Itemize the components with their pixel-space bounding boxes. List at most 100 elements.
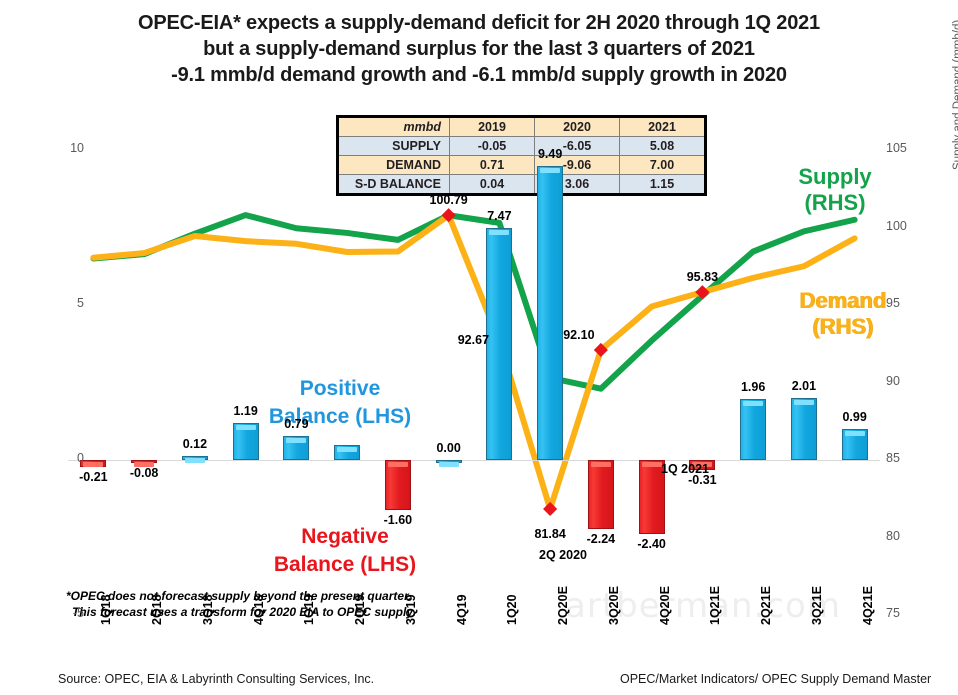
footnote-line-1: *OPEC does not forecast supply beyond th… <box>66 589 412 603</box>
source-note-right: OPEC/Market Indicators/ OPEC Supply Dema… <box>620 672 932 686</box>
table-corner-label: mmbd <box>337 116 450 137</box>
balance-2021: 1.15 <box>619 174 706 195</box>
bar-value-label-1q18: -0.21 <box>79 469 108 484</box>
y-axis-right-title: Supply and Demand (mmb/d) <box>952 19 958 170</box>
bar-value-label-1q21e: -0.31 <box>688 472 717 487</box>
balance-bar-4q18[interactable] <box>232 423 259 460</box>
balance-bar-3q21e[interactable] <box>790 397 817 460</box>
x-axis-tick-1q18: 1Q18 <box>99 594 114 625</box>
bar-body <box>689 460 716 470</box>
supply-series-label: Supply (RHS) <box>770 164 900 216</box>
x-axis-tick-3q18: 3Q18 <box>200 594 215 625</box>
bar-body <box>638 460 665 535</box>
bar-value-label-2q18: -0.08 <box>129 466 159 480</box>
bar-body <box>841 429 868 460</box>
negative-balance-label: Negative Balance (LHS) <box>235 523 455 579</box>
balance-bar-1q18[interactable] <box>80 460 107 467</box>
bar-value-label-2q21e: 1.96 <box>740 380 766 395</box>
bar-value-label-4q18: 1.19 <box>233 404 258 419</box>
chart-title: OPEC-EIA* expects a supply-demand defici… <box>0 10 958 88</box>
bar-body <box>537 165 564 460</box>
balance-bar-4q21e[interactable] <box>841 429 868 460</box>
supply-series-label-line1: Supply <box>798 164 872 189</box>
balance-bar-3q18[interactable] <box>181 456 208 463</box>
bar-body <box>131 460 158 467</box>
demand-marker-2q20e[interactable] <box>543 501 558 517</box>
bar-body <box>181 456 208 463</box>
demand-marker-4q19[interactable] <box>441 208 456 223</box>
demand-point-label-2q20e: 81.84 <box>534 526 566 541</box>
balance-bar-1q19[interactable] <box>283 435 310 460</box>
bar-body <box>740 399 767 460</box>
bar-value-label-3q19: -1.60 <box>383 512 413 527</box>
y-axis-right-tick: 75 <box>886 606 900 620</box>
bar-body <box>232 423 259 460</box>
table-col-2020: 2020 <box>534 116 620 137</box>
table-header-row: mmbd 2019 2020 2021 <box>337 116 706 137</box>
y-axis-right-tick: 100 <box>886 218 907 233</box>
balance-bar-2q18[interactable] <box>131 460 158 467</box>
title-line-3: -9.1 mmb/d demand growth and -6.1 mmb/d … <box>171 64 787 86</box>
x-axis-tick-3q21e: 3Q21E <box>809 586 824 625</box>
balance-bar-1q20[interactable] <box>486 228 513 460</box>
bar-value-label-1q20: 7.47 <box>487 209 512 224</box>
x-axis-tick-2q20e: 2Q20E <box>556 586 571 625</box>
demand-point-label-1q20: 92.67 <box>457 333 490 348</box>
demand-point-label-4q19: 100.79 <box>429 193 468 208</box>
demand-marker-3q20e[interactable] <box>593 342 608 358</box>
title-line-1: OPEC-EIA* expects a supply-demand defici… <box>138 12 820 34</box>
x-axis-tick-4q21e: 4Q21E <box>860 586 875 625</box>
supply-line <box>90 212 858 392</box>
bar-value-label-1q19: 0.79 <box>284 416 309 431</box>
demand-series-label-line2: (RHS) <box>812 314 874 339</box>
balance-bar-3q19[interactable] <box>384 460 411 510</box>
callout-1q-2021: 1Q 2021 <box>661 462 709 476</box>
balance-bar-2q20e[interactable] <box>537 165 564 460</box>
balance-bar-3q20e[interactable] <box>587 460 614 530</box>
negative-balance-label-line1: Negative <box>301 525 389 548</box>
bar-body <box>334 444 361 460</box>
balance-bar-2q19[interactable] <box>334 444 361 460</box>
x-axis-tick-4q19: 4Q19 <box>454 594 469 625</box>
bar-value-label-4q21e: 0.99 <box>842 410 867 425</box>
y-axis-right-tick: 90 <box>886 373 900 388</box>
footnote-line-2: This forecast uses a transform for 2020 … <box>72 605 416 619</box>
bar-value-label-3q20e: -2.24 <box>586 532 616 547</box>
supply-2021: 5.08 <box>619 136 706 156</box>
x-axis-tick-1q21e: 1Q21E <box>708 586 723 625</box>
x-axis-tick-1q19: 1Q19 <box>302 594 317 625</box>
bar-value-label-3q21e: 2.01 <box>791 378 817 393</box>
bar-body <box>80 460 107 467</box>
x-axis-tick-3q20e: 3Q20E <box>606 586 621 625</box>
demand-point-label-1q21e: 95.83 <box>686 270 719 285</box>
bar-body <box>790 397 817 460</box>
y-axis-right-tick: 80 <box>886 528 900 543</box>
demand-line <box>90 212 858 512</box>
bar-value-label-4q20e: -2.40 <box>637 537 666 552</box>
balance-bar-1q21e[interactable] <box>689 460 716 470</box>
y-axis-left-tick: 10 <box>70 141 84 155</box>
bar-body <box>384 460 411 510</box>
bar-value-label-2q20e: 9.49 <box>537 146 563 161</box>
positive-balance-label-line1: Positive <box>299 377 381 400</box>
balance-bar-2q21e[interactable] <box>740 399 767 460</box>
supply-2019: -0.05 <box>449 136 535 156</box>
zero-baseline <box>68 460 880 461</box>
positive-balance-label-line2: Balance (LHS) <box>268 405 412 428</box>
table-col-2021: 2021 <box>619 116 706 137</box>
balance-2019: 0.04 <box>449 174 535 195</box>
positive-balance-label: Positive Balance (LHS) <box>230 375 450 431</box>
callout-2q-2020: 2Q 2020 <box>539 548 587 562</box>
y-axis-left-tick: 0 <box>77 451 84 465</box>
bar-value-label-4q19: 0.00 <box>436 441 461 455</box>
balance-bar-4q20e[interactable] <box>638 460 665 535</box>
bar-body <box>587 460 614 530</box>
y-axis-right-tick: 105 <box>886 141 907 155</box>
y-axis-left-tick: -5 <box>72 606 84 620</box>
demand-point-label-3q20e: 92.10 <box>563 327 595 342</box>
y-axis-right-tick: 95 <box>886 296 900 310</box>
balance-bar-4q19[interactable] <box>435 460 462 467</box>
x-axis-tick-2q19: 2Q19 <box>353 594 368 625</box>
demand-marker-1q21e[interactable] <box>695 285 710 300</box>
